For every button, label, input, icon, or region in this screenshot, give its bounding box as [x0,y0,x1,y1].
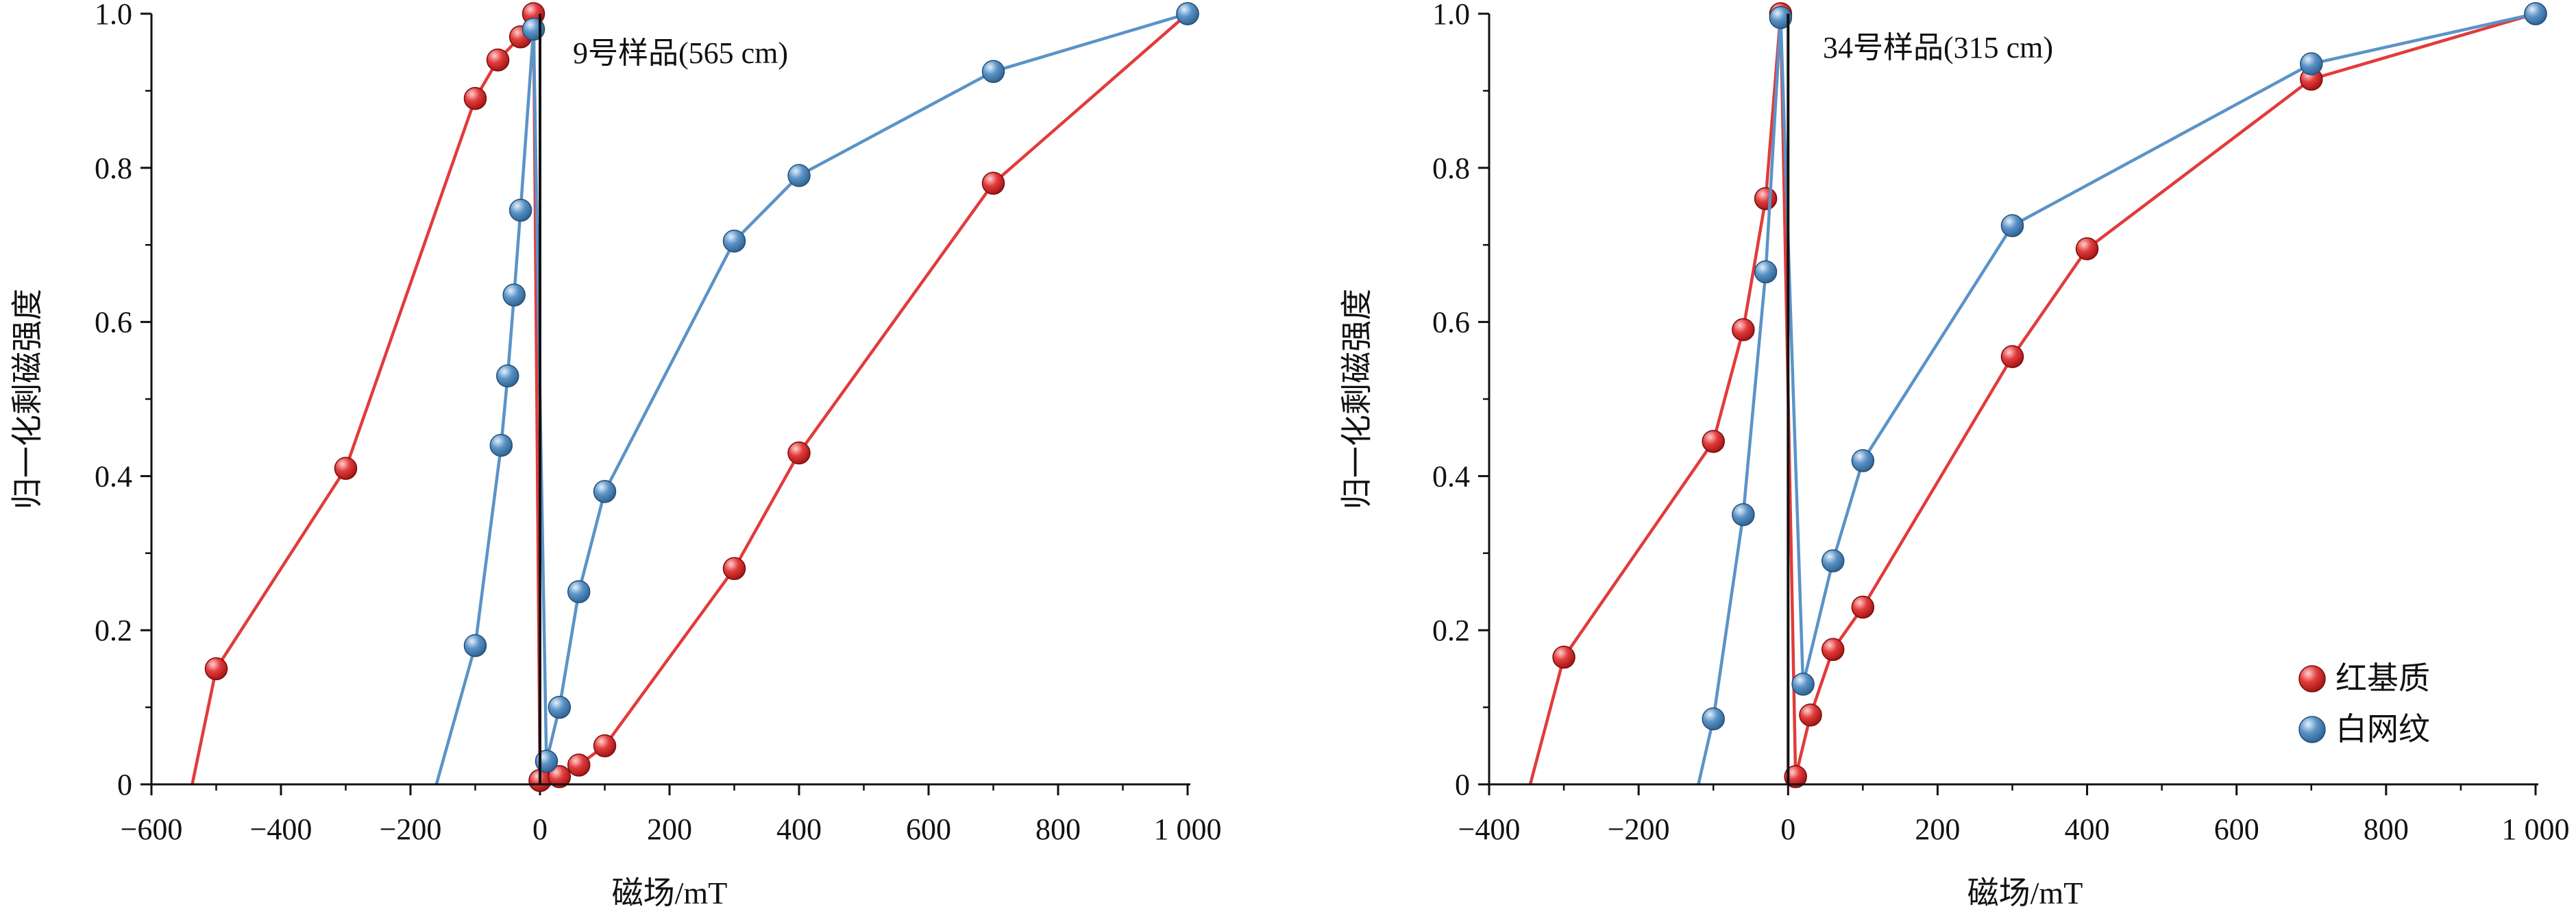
series-line-blue [434,12,1188,785]
chart-right-xlabel: 磁场/mT [1967,876,2083,911]
data-point-blue [1732,503,1755,527]
data-point-blue [1821,549,1845,572]
data-point-blue [1851,449,1875,472]
x-tick-label: −200 [380,812,442,846]
data-point-red [722,557,746,581]
data-point-blue [496,364,519,388]
data-point-red [593,734,617,758]
chart-left-xlabel: 磁场/mT [612,876,728,911]
y-tick-label: 0.2 [95,614,132,647]
chart-right-title: 34号样品(315 cm) [1823,31,2053,64]
x-tick-label: −400 [1458,812,1521,846]
data-point-red [334,457,358,480]
data-point-blue [2000,214,2024,237]
data-point-blue [1702,707,1725,731]
chart-left-y-ticks: 0 0.2 0.4 0.6 0.8 1.0 [95,0,151,802]
data-point-blue [593,480,617,503]
data-point-blue [2524,2,2547,25]
y-tick-label: 0 [1455,768,1470,802]
chart-right: 34号样品(315 cm) 磁场/mT 归一化剩磁强度 −400 −200 0 200… [1340,0,2570,911]
data-point-blue [981,60,1005,84]
y-tick-label: 0.6 [95,306,132,339]
x-tick-label: −200 [1608,812,1670,846]
y-tick-label: 0.4 [95,459,132,493]
legend-label-red: 红基质 [2335,661,2430,696]
data-point-blue [567,580,591,603]
legend-marker-red [2298,665,2326,692]
data-point-red [2075,237,2099,261]
y-tick-label: 0 [117,768,132,802]
chart-left-axes [150,14,1190,786]
chart-left-ylabel: 归一化剩磁强度 [10,289,45,509]
chart-right-y-ticks: 0 0.2 0.4 0.6 0.8 1.0 [1432,0,1489,802]
data-point-blue [489,433,513,457]
data-point-blue [1769,5,1793,29]
data-point-red [567,754,591,777]
x-tick-label: −600 [121,812,183,846]
data-point-blue [502,283,526,307]
chart-left-x-ticks: −600 −400 −200 0 200 400 600 800 1 000 [121,784,1222,846]
chart-right-series [1528,2,2547,788]
x-tick-label: 400 [776,812,822,846]
chart-right-x-ticks: −400 −200 0 200 400 600 800 1 000 [1458,784,2570,846]
x-tick-label: 600 [906,812,951,846]
x-tick-label: 0 [1780,812,1795,846]
x-tick-label: 800 [1035,812,1081,846]
data-point-red [486,48,510,72]
x-tick-label: 200 [647,812,692,846]
y-tick-label: 0.8 [1432,152,1470,185]
x-tick-label: 1 000 [2502,812,2570,846]
data-point-red [204,657,228,681]
data-point-blue [2300,52,2323,75]
data-point-red [1851,595,1875,619]
data-point-blue [787,164,811,187]
data-point-blue [1754,260,1778,284]
data-point-red [1732,318,1755,341]
data-point-red [787,441,811,465]
y-tick-label: 1.0 [1432,0,1470,31]
data-point-red [463,86,487,110]
data-point-red [1552,645,1575,669]
chart-left-title: 9号样品(565 cm) [573,36,788,70]
y-tick-label: 1.0 [95,0,132,31]
data-point-red [1754,187,1778,210]
data-point-red [1821,638,1845,662]
x-tick-label: 1 000 [1154,812,1222,846]
x-tick-label: 400 [2065,812,2110,846]
series-line-red [191,12,1189,785]
y-tick-label: 0.2 [1432,614,1470,647]
x-tick-label: 800 [2364,812,2409,846]
legend-marker-blue [2298,716,2326,743]
chart-right-axes [1488,14,2538,786]
legend-item-blue: 白网纹 [2298,712,2430,747]
data-point-blue [722,229,746,253]
data-point-red [1799,703,1822,727]
data-point-red [981,171,1005,195]
y-tick-label: 0.8 [95,152,132,185]
data-point-blue [508,198,532,222]
legend-label-blue: 白网纹 [2335,712,2430,747]
data-point-red [1702,430,1725,453]
data-point-red [548,765,572,788]
data-point-blue [463,634,487,658]
chart-left-series [191,2,1199,793]
y-tick-label: 0.6 [1432,306,1470,339]
legend: 红基质 白网纹 [2298,661,2430,747]
data-point-blue [1176,2,1199,25]
data-point-red [2000,345,2024,368]
data-point-blue [548,695,572,719]
y-tick-label: 0.4 [1432,459,1470,493]
data-point-red [1784,765,1807,788]
legend-item-red: 红基质 [2298,661,2430,696]
x-tick-label: 0 [532,812,548,846]
x-tick-label: 600 [2214,812,2259,846]
series-line-red [1528,12,2536,785]
x-tick-label: 200 [1915,812,1960,846]
data-point-blue [1791,673,1815,696]
chart-right-ylabel: 归一化剩磁强度 [1340,289,1375,509]
x-tick-label: −400 [250,812,312,846]
chart-left: 9号样品(565 cm) 磁场/mT 归一化剩磁强度 −600 −400 −200 0… [10,0,1222,911]
